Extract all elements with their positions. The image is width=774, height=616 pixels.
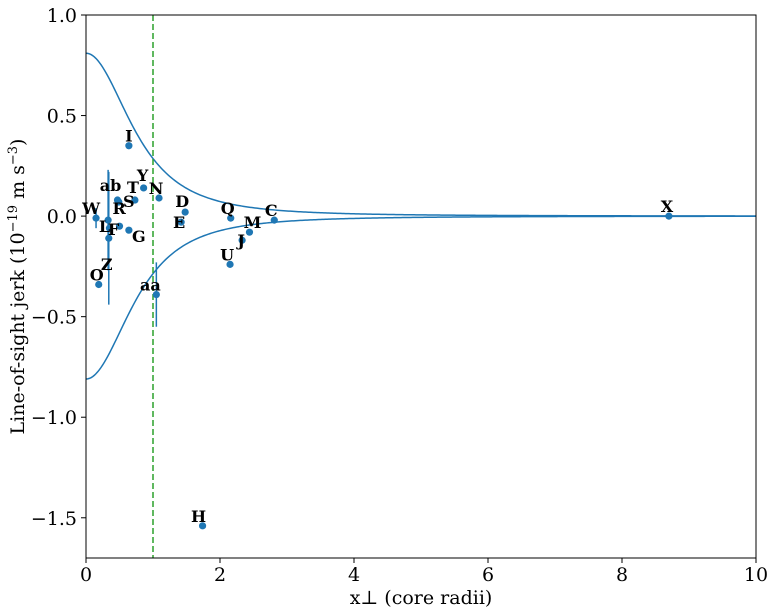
y-tick-label: −0.5 [31,307,77,329]
data-point-G [125,226,133,234]
x-tick-label: 4 [348,564,360,586]
data-point-N [155,194,163,202]
y-tick-label: −1.0 [31,407,77,429]
y-axis-label-exponent: −19 [6,205,21,232]
envelope-curves [85,52,756,380]
y-axis-label-end: ) [7,139,29,146]
point-label-S: S [123,192,135,211]
point-label-O: O [90,265,104,284]
point-label-E: E [173,213,185,232]
point-label-D: D [175,192,189,211]
data-point-Z [105,234,113,242]
y-tick-label: 0.0 [47,206,77,228]
x-tick-label: 10 [744,564,768,586]
data-point-D [181,208,189,216]
plot-frame [85,14,757,559]
data-point-M [245,228,254,236]
x-tick-label: 2 [214,564,226,586]
data-point-I [125,142,133,150]
data-point-aa [152,290,160,299]
data-points [92,142,673,530]
data-point-J [238,236,246,244]
point-label-ab: ab [100,176,122,195]
y-tick-label: −1.5 [31,508,77,530]
y-tick-label: 1.0 [47,5,77,27]
lower-envelope-curve [85,215,756,380]
point-label-X: X [661,197,674,216]
point-label-I: I [125,127,132,146]
data-point-U [226,260,234,268]
data-point-C [270,216,278,224]
x-tick-label: 6 [482,564,494,586]
data-point-E [177,218,185,226]
y-axis-label: Line-of-sight jerk (10−19 m s−3) [6,139,29,435]
data-point-R [104,216,112,224]
data-point-S [115,198,123,206]
point-label-F: F [108,220,120,239]
x-axis-ticks: 0 2 4 6 8 10 [80,558,768,586]
point-label-R: R [112,199,126,218]
point-label-L: L [99,217,110,236]
y-axis-label-main: Line-of-sight jerk (10 [7,232,29,434]
y-axis-ticks: −1.5 −1.0 −0.5 0.0 0.5 1.0 [31,5,86,530]
point-label-aa: aa [140,276,161,295]
data-point-O [95,280,103,289]
data-point-T [131,196,139,204]
x-axis-label: x⊥ (core radii) [350,587,493,609]
point-labels: W Rab LFS ZO I TY G Naa DE H Q UMJ C X [81,127,674,526]
point-label-Y: Y [136,166,149,185]
point-label-J: J [235,231,245,250]
y-tick-label: 0.5 [47,106,77,128]
data-point-W [92,214,100,222]
x-tick-label: 8 [616,564,628,586]
point-label-Z: Z [101,255,113,274]
point-label-M: M [244,213,262,232]
y-axis-label-unit-exponent: −3 [6,146,21,165]
point-label-H: H [191,507,206,526]
point-label-W: W [81,199,101,218]
y-axis-label-unit: m s [7,165,29,205]
data-point-Y [140,184,148,192]
point-label-T: T [127,178,139,197]
point-label-Q: Q [221,199,235,218]
point-label-G: G [132,227,146,246]
data-point-X [665,212,673,220]
data-point-F [115,222,124,230]
point-label-N: N [149,179,164,198]
data-point-L [105,224,114,232]
point-label-U: U [220,245,234,264]
data-point-H [198,522,207,530]
data-point-Q [227,214,235,222]
point-label-C: C [265,201,278,220]
x-tick-label: 0 [80,564,92,586]
